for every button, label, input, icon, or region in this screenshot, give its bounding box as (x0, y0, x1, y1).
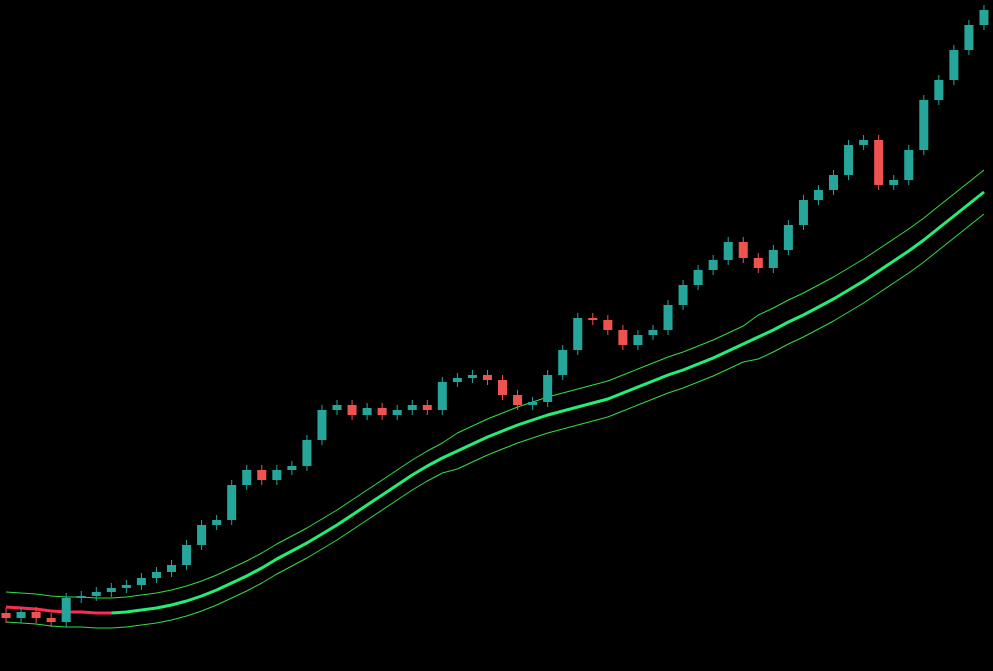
candle-body (979, 10, 989, 25)
candle-body (482, 375, 492, 380)
candle-body (513, 395, 523, 405)
candle-body (46, 618, 56, 622)
candle-body (783, 225, 793, 250)
indicator-line (5, 213, 985, 629)
candle-body (1, 613, 11, 618)
candle-body (678, 285, 688, 305)
candle-body (829, 175, 839, 190)
candle-body (633, 335, 643, 345)
candle-body (407, 405, 417, 410)
candle-body (61, 598, 71, 622)
candle-body (738, 242, 748, 258)
candle-body (693, 270, 703, 285)
indicator-line (111, 190, 985, 615)
candle-body (498, 380, 508, 395)
candle-body (844, 145, 854, 175)
candle-body (603, 320, 613, 330)
candle-body (964, 25, 974, 50)
indicator-line (5, 605, 112, 615)
candle-body (257, 470, 267, 480)
candle-body (31, 612, 41, 618)
candle-body (106, 588, 116, 592)
candle-body (91, 592, 101, 596)
candle-body (723, 242, 733, 260)
candle-body (949, 50, 959, 80)
candle-body (332, 405, 342, 410)
candle-body (422, 405, 432, 410)
candle-body (377, 408, 387, 415)
candle-body (543, 375, 553, 402)
candle-body (76, 596, 86, 598)
candle-body (904, 150, 914, 180)
candle-body (182, 545, 192, 565)
candle-body (242, 470, 252, 485)
candle-body (934, 80, 944, 100)
candle-body (874, 140, 884, 185)
candle-body (753, 258, 763, 268)
indicator-line (5, 169, 985, 599)
candle-body (648, 330, 658, 335)
candle-body (798, 200, 808, 225)
candle-body (362, 408, 372, 415)
candle-body (528, 402, 538, 405)
candle-body (317, 410, 327, 440)
candle-body (136, 578, 146, 585)
candle-body (437, 382, 447, 410)
candle-body (768, 250, 778, 268)
candle-body (151, 572, 161, 578)
candle-body (212, 520, 222, 525)
candle-body (16, 612, 26, 618)
candle-body (588, 318, 598, 320)
candle-body (708, 260, 718, 270)
candle-body (558, 350, 568, 375)
candle-body (302, 440, 312, 466)
candle-body (197, 525, 207, 545)
candle-body (859, 140, 869, 145)
candle-body (287, 466, 297, 470)
candle-body (227, 485, 237, 520)
candle-body (392, 410, 402, 415)
candle-body (573, 318, 583, 350)
candle-body (121, 585, 131, 588)
candle-body (889, 180, 899, 185)
candle-body (167, 565, 177, 572)
candle-body (347, 405, 357, 415)
candle-body (919, 100, 929, 150)
candle-body (452, 378, 462, 382)
candle-body (663, 305, 673, 330)
candle-body (272, 470, 282, 480)
candle-body (618, 330, 628, 345)
candle-body (467, 375, 477, 378)
candle-body (813, 190, 823, 200)
